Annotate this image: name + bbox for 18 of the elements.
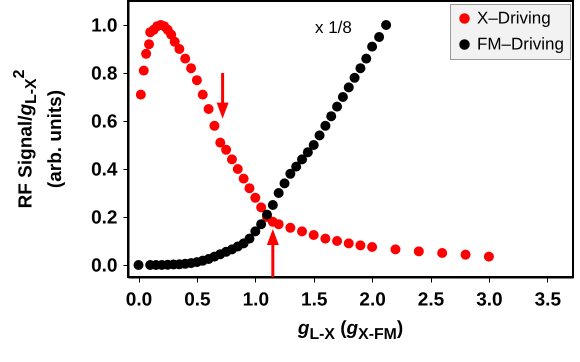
annotation: x 1/8 bbox=[315, 17, 352, 39]
x-tick-label: 3.5 bbox=[534, 290, 562, 310]
x-axis-title: g$_{L-X}$ (g$_{X-FM}$) bbox=[298, 317, 404, 345]
y-tick-label: 0.2 bbox=[91, 208, 118, 228]
x-tick-label: 2.0 bbox=[359, 290, 386, 310]
legend-label: FM–Driving bbox=[477, 34, 564, 54]
x-tick-label: 1.5 bbox=[301, 290, 328, 310]
x-tick-label: 2.5 bbox=[418, 290, 445, 310]
x-tick-label: 1.0 bbox=[242, 290, 270, 310]
x-tick-label: 0.5 bbox=[184, 290, 212, 310]
y-tick-label: 0.4 bbox=[91, 160, 118, 180]
x-tick-label: 0.0 bbox=[126, 290, 152, 310]
y-tick-label: 1.0 bbox=[91, 16, 118, 36]
y-tick-label: 0.6 bbox=[91, 112, 118, 132]
y-tick-label: 0.8 bbox=[91, 64, 118, 84]
y-tick-label: 0.0 bbox=[91, 256, 118, 276]
legend-label: X–Driving bbox=[477, 8, 551, 28]
x-tick-label: 3.0 bbox=[476, 290, 503, 310]
